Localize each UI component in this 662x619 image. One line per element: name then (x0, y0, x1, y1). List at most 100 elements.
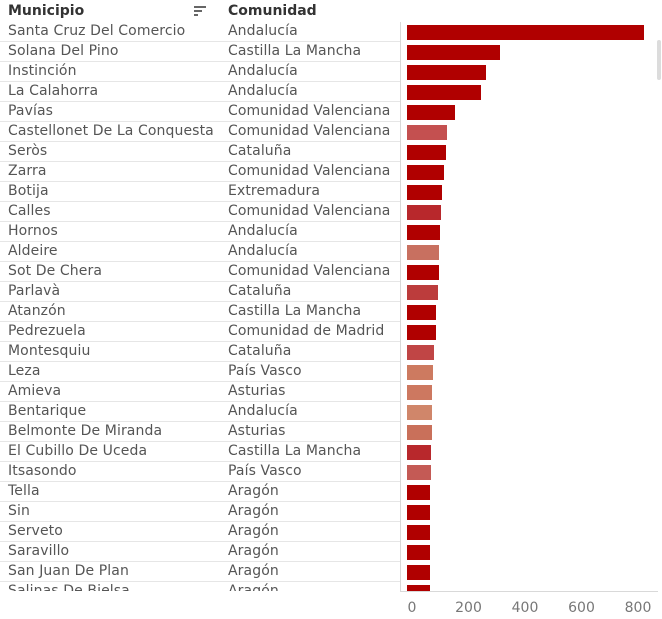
bar[interactable] (407, 245, 439, 260)
comunidad-cell: Castilla La Mancha (228, 303, 362, 319)
vertical-scrollbar[interactable] (657, 22, 662, 591)
table-row[interactable]: Parlavà Cataluña (0, 282, 662, 302)
comunidad-cell: Castilla La Mancha (228, 43, 362, 59)
x-tick-label: 800 (624, 600, 652, 616)
table-row[interactable]: Itsasondo País Vasco (0, 462, 662, 482)
bar[interactable] (407, 325, 436, 340)
municipio-cell: La Calahorra (8, 83, 99, 99)
comunidad-cell: Andalucía (228, 83, 298, 99)
bar[interactable] (407, 265, 439, 280)
bar[interactable] (407, 485, 430, 500)
table-row[interactable]: Serveto Aragón (0, 522, 662, 542)
bar[interactable] (407, 285, 438, 300)
row-divider (0, 81, 400, 82)
table-row[interactable]: Pedrezuela Comunidad de Madrid (0, 322, 662, 342)
row-divider (0, 61, 400, 62)
table-row[interactable]: Atanzón Castilla La Mancha (0, 302, 662, 322)
bar[interactable] (407, 205, 441, 220)
bar[interactable] (407, 425, 432, 440)
table-row[interactable]: Instinción Andalucía (0, 62, 662, 82)
table-row[interactable]: El Cubillo De Uceda Castilla La Mancha (0, 442, 662, 462)
bar[interactable] (407, 125, 447, 140)
row-divider (0, 201, 400, 202)
row-divider (0, 541, 400, 542)
column-header-comunidad[interactable]: Comunidad (228, 3, 317, 19)
bar[interactable] (407, 225, 440, 240)
municipio-cell: Belmonte De Miranda (8, 423, 163, 439)
municipio-cell: Santa Cruz Del Comercio (8, 23, 186, 39)
row-divider (0, 101, 400, 102)
municipio-cell: Atanzón (8, 303, 66, 319)
bar[interactable] (407, 565, 430, 580)
bar[interactable] (407, 185, 442, 200)
bar[interactable] (407, 505, 430, 520)
bar[interactable] (407, 385, 432, 400)
table-header: Municipio Comunidad (0, 0, 662, 22)
x-tick-label: 400 (511, 600, 539, 616)
table-row[interactable]: San Juan De Plan Aragón (0, 562, 662, 582)
table-row[interactable]: Hornos Andalucía (0, 222, 662, 242)
bar[interactable] (407, 365, 433, 380)
row-divider (0, 41, 400, 42)
bar[interactable] (407, 465, 431, 480)
table-row[interactable]: Saravillo Aragón (0, 542, 662, 562)
municipio-cell: Pavías (8, 103, 54, 119)
table-row[interactable]: Castellonet De La Conquesta Comunidad Val… (0, 122, 662, 142)
row-divider (0, 121, 400, 122)
bar[interactable] (407, 165, 444, 180)
table-row[interactable]: Calles Comunidad Valenciana (0, 202, 662, 222)
table-row[interactable]: La Calahorra Andalucía (0, 82, 662, 102)
row-divider (0, 281, 400, 282)
bar[interactable] (407, 585, 430, 591)
comunidad-cell: País Vasco (228, 463, 302, 479)
table-row[interactable]: Tella Aragón (0, 482, 662, 502)
table-row[interactable]: Botija Extremadura (0, 182, 662, 202)
bar[interactable] (407, 405, 432, 420)
comunidad-cell: Andalucía (228, 243, 298, 259)
bar[interactable] (407, 65, 486, 80)
row-divider (0, 181, 400, 182)
scrollbar-thumb[interactable] (657, 40, 661, 80)
table-row[interactable]: Belmonte De Miranda Asturias (0, 422, 662, 442)
municipio-cell: Serveto (8, 523, 63, 539)
x-tick-label: 200 (455, 600, 482, 616)
table-row[interactable]: Montesquiu Cataluña (0, 342, 662, 362)
municipio-cell: Hornos (8, 223, 58, 239)
bar[interactable] (407, 305, 436, 320)
table-row[interactable]: Amieva Asturias (0, 382, 662, 402)
row-divider (0, 161, 400, 162)
table-row[interactable]: Aldeire Andalucía (0, 242, 662, 262)
table-row[interactable]: Santa Cruz Del Comercio Andalucía (0, 22, 662, 42)
municipio-cell: Parlavà (8, 283, 61, 299)
table-row[interactable]: Sot De Chera Comunidad Valenciana (0, 262, 662, 282)
table-row[interactable]: Seròs Cataluña (0, 142, 662, 162)
row-divider (0, 381, 400, 382)
bar[interactable] (407, 105, 455, 120)
bar[interactable] (407, 345, 434, 360)
sort-descending-icon[interactable] (194, 6, 206, 17)
column-header-municipio[interactable]: Municipio (8, 3, 85, 19)
bar[interactable] (407, 145, 446, 160)
municipio-cell: Itsasondo (8, 463, 77, 479)
municipio-cell: San Juan De Plan (8, 563, 129, 579)
bar[interactable] (407, 45, 500, 60)
comunidad-cell: Andalucía (228, 403, 298, 419)
table-row[interactable]: Bentarique Andalucía (0, 402, 662, 422)
table-row[interactable]: Leza País Vasco (0, 362, 662, 382)
bar[interactable] (407, 445, 431, 460)
table-row[interactable]: Pavías Comunidad Valenciana (0, 102, 662, 122)
table-row[interactable]: Salinas De Bielsa Aragón (0, 582, 662, 591)
table-row[interactable]: Zarra Comunidad Valenciana (0, 162, 662, 182)
bar[interactable] (407, 85, 481, 100)
municipio-cell: Solana Del Pino (8, 43, 119, 59)
bar[interactable] (407, 545, 430, 560)
municipio-cell: Seròs (8, 143, 48, 159)
bar[interactable] (407, 25, 644, 40)
municipio-cell: Zarra (8, 163, 47, 179)
comunidad-cell: Aragón (228, 543, 279, 559)
table-row[interactable]: Sin Aragón (0, 502, 662, 522)
row-divider (0, 561, 400, 562)
row-divider (0, 461, 400, 462)
bar[interactable] (407, 525, 430, 540)
table-row[interactable]: Solana Del Pino Castilla La Mancha (0, 42, 662, 62)
